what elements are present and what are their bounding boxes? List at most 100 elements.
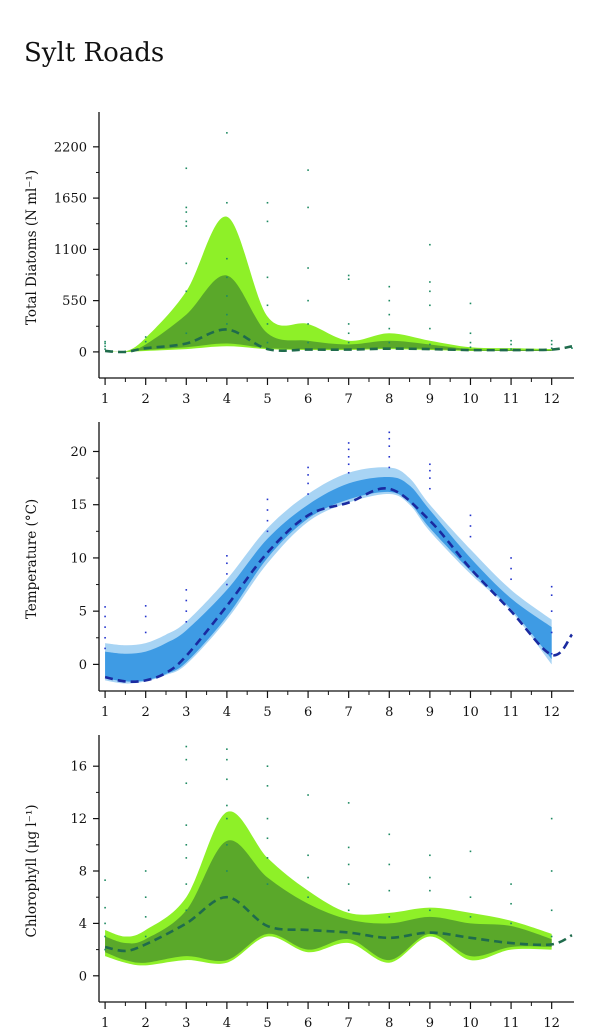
diatoms-observation-point <box>550 347 553 349</box>
chlorophyll-observation-point <box>104 879 106 881</box>
diatoms-observation-point <box>429 281 431 283</box>
diatoms-observation-point <box>469 341 472 344</box>
temperature-inner-band <box>105 476 552 682</box>
diatoms-observation-point <box>226 257 228 260</box>
temperature-observation-point <box>469 535 472 538</box>
chlorophyll-observation-point <box>429 876 431 879</box>
diatoms-median-line <box>105 328 573 354</box>
diatoms-observation-point <box>469 346 472 349</box>
chlorophyll-observation-point <box>550 909 553 912</box>
temperature-observation-point <box>226 555 228 557</box>
diatoms-observation-point <box>226 313 228 316</box>
temperature-observation-point <box>185 589 188 591</box>
chlorophyll-observation-point <box>469 916 472 918</box>
y-tick-label: 0 <box>79 969 87 984</box>
chlorophyll-inner-band <box>105 840 552 963</box>
x-tick-label: 12 <box>543 392 560 407</box>
x-tick-label: 11 <box>503 705 520 720</box>
temperature-observation-point <box>510 578 512 581</box>
diatoms-observation-point <box>429 304 431 307</box>
chlorophyll-observation-point <box>429 854 431 857</box>
chlorophyll-observation-point <box>307 854 309 857</box>
y-tick-label: 10 <box>70 551 87 566</box>
chlorophyll-observation-point <box>347 883 350 885</box>
chlorophyll-observation-point <box>185 745 188 748</box>
diatoms-observation-point <box>104 340 106 343</box>
y-tick-label: 4 <box>79 917 87 932</box>
diatoms-observation-point <box>429 327 431 330</box>
x-tick-label: 7 <box>345 392 353 407</box>
chlorophyll-observation-point <box>226 778 228 781</box>
diatoms-observation-point <box>347 332 350 335</box>
diatoms-observation-point <box>266 323 269 325</box>
diatoms-observation-point <box>347 274 350 277</box>
y-tick-label: 550 <box>62 294 87 309</box>
x-tick-label: 2 <box>142 705 150 720</box>
chlorophyll-observation-point <box>429 889 431 892</box>
y-axis-label: Temperature (°C) <box>24 499 40 619</box>
chlorophyll-observation-point <box>347 909 350 912</box>
x-tick-label: 3 <box>182 1016 190 1031</box>
diatoms-observation-point <box>266 341 269 344</box>
chlorophyll-observation-point <box>226 870 228 872</box>
chlorophyll-observation-point <box>185 857 188 859</box>
diatoms-observation-point <box>429 290 431 293</box>
temperature-observation-point <box>185 610 188 612</box>
x-tick-label: 7 <box>345 705 353 720</box>
x-tick-label: 4 <box>223 705 231 720</box>
diatoms-observation-point <box>510 343 512 346</box>
chlorophyll-observation-point <box>185 844 188 846</box>
x-tick-label: 5 <box>263 705 271 720</box>
diatoms-observation-point <box>388 327 391 330</box>
x-tick-label: 5 <box>263 1016 271 1031</box>
x-tick-label: 3 <box>182 392 190 407</box>
chlorophyll-observation-point <box>104 948 106 951</box>
chlorophyll-observation-point <box>185 883 188 885</box>
temperature-observation-point <box>185 621 188 623</box>
temperature-observation-point <box>388 445 391 447</box>
x-tick-label: 8 <box>385 1016 393 1031</box>
diatoms-observation-point <box>307 169 309 171</box>
diatoms-observation-point <box>185 290 188 293</box>
temperature-observation-point <box>266 498 269 501</box>
chlorophyll-observation-point <box>266 857 269 859</box>
diatoms-observation-point <box>307 206 309 209</box>
x-tick-label: 7 <box>345 1016 353 1031</box>
chlorophyll-observation-point <box>388 889 391 892</box>
diatoms-observation-point <box>388 285 391 288</box>
chlorophyll-observation-point <box>510 883 512 885</box>
diatoms-observation-point <box>266 304 269 307</box>
chlorophyll-observation-point <box>347 863 350 866</box>
chlorophyll-observation-point <box>226 804 228 807</box>
x-tick-label: 9 <box>426 392 434 407</box>
chlorophyll-observation-point <box>550 817 553 820</box>
diatoms-observation-point <box>388 299 391 302</box>
diatoms-observation-point <box>226 132 228 134</box>
diatoms-observation-point <box>144 340 147 343</box>
chlorophyll-observation-point <box>144 935 147 938</box>
y-tick-label: 12 <box>70 812 87 827</box>
chlorophyll-observation-point <box>104 935 106 938</box>
temperature-observation-point <box>307 474 309 476</box>
diatoms-observation-point <box>307 323 309 325</box>
temperature-observation-point <box>550 594 553 596</box>
diatoms-observation-point <box>226 201 228 204</box>
diatoms-observation-point <box>144 336 147 338</box>
temperature-observation-point <box>266 530 269 533</box>
y-tick-label: 0 <box>79 658 87 673</box>
temperature-observation-point <box>429 487 431 490</box>
temperature-observation-point <box>185 599 188 602</box>
chlorophyll-observation-point <box>307 896 309 898</box>
temperature-observation-point <box>104 606 106 608</box>
temperature-observation-point <box>429 469 431 472</box>
temperature-observation-point <box>347 456 350 458</box>
temperature-observation-point <box>469 514 472 517</box>
diatoms-observation-point <box>226 323 228 325</box>
x-tick-label: 10 <box>462 1016 479 1031</box>
temperature-observation-point <box>226 583 228 586</box>
diatoms-observation-point <box>185 206 188 209</box>
diatoms-observation-point <box>185 167 188 170</box>
